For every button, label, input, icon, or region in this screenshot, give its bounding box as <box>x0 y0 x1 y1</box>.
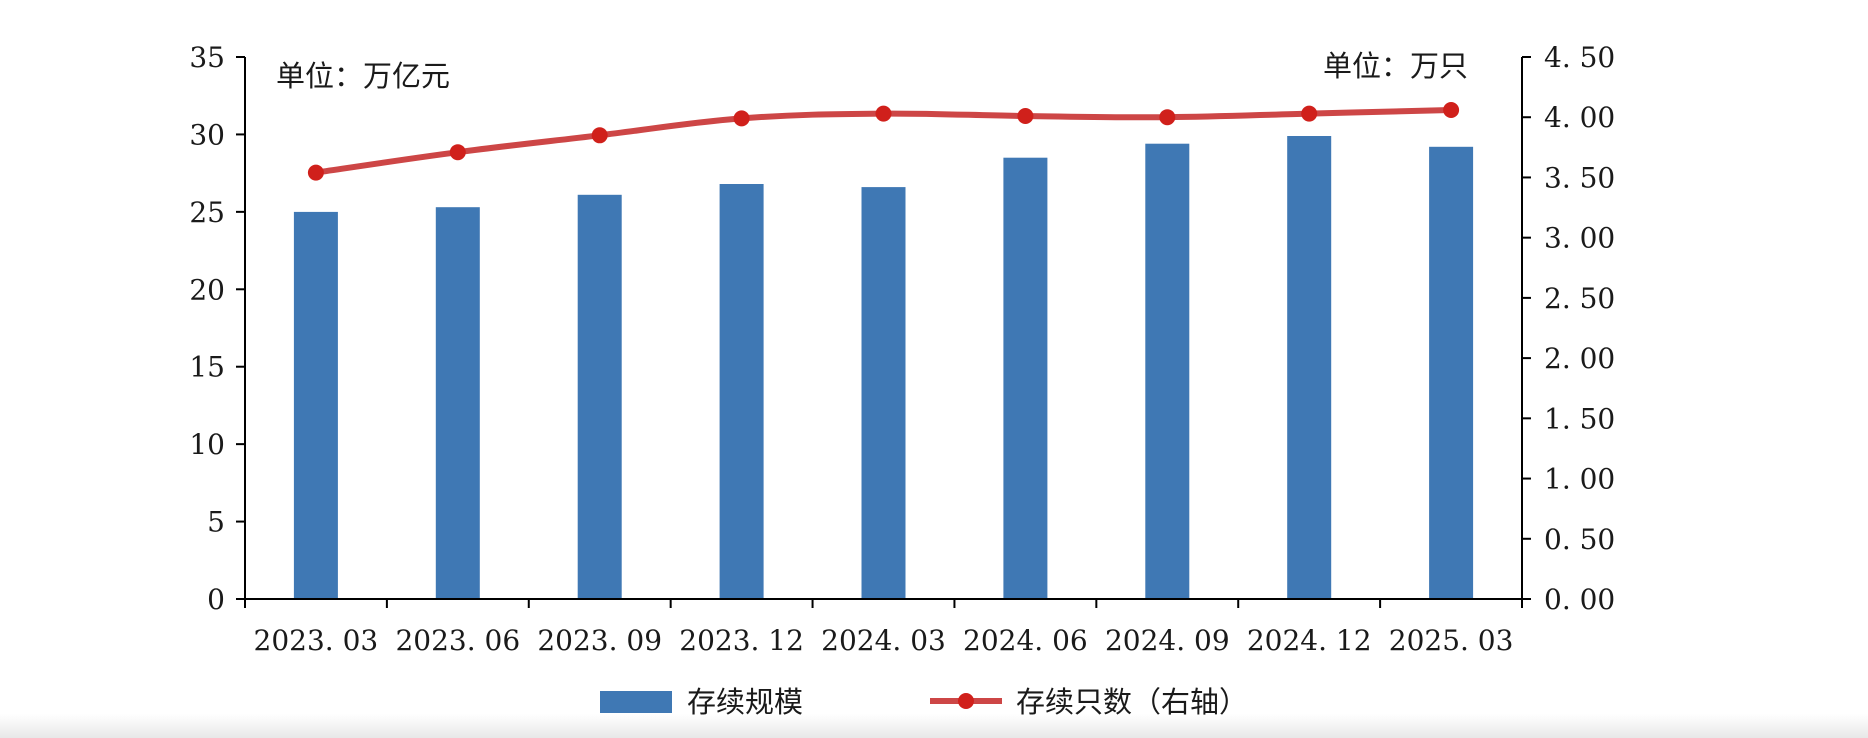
right-tick-label: 0. 00 <box>1544 583 1615 616</box>
left-tick-label: 15 <box>189 351 225 384</box>
right-tick-label: 1. 00 <box>1544 463 1615 496</box>
line-point-2024.12 <box>1301 105 1318 122</box>
legend: 存续规模 存续只数（右轴） <box>600 685 1248 719</box>
line-point-2023.12 <box>733 110 750 127</box>
left-tick-label: 10 <box>189 428 225 461</box>
left-tick-label: 0 <box>207 583 225 616</box>
x-tick-label: 2023. 03 <box>254 624 379 657</box>
line-point-2023.06 <box>449 144 466 161</box>
line-point-2023.09 <box>591 127 608 144</box>
bar-2023.09 <box>577 194 622 600</box>
right-tick-label: 4. 50 <box>1544 41 1615 74</box>
bar-2025.03 <box>1429 146 1474 600</box>
x-tick-label: 2024. 03 <box>821 624 946 657</box>
x-tick-label: 2024. 12 <box>1247 624 1372 657</box>
bars-layer <box>293 136 1474 600</box>
labels-layer: 0 5 10 15 20 25 30 35 0. 00 0. 50 1. 00 1. 50 2. 00 2… <box>189 41 1615 657</box>
right-tick-label: 3. 00 <box>1544 222 1615 255</box>
x-tick-label: 2025. 03 <box>1389 624 1514 657</box>
left-tick-label: 20 <box>189 273 225 306</box>
x-tick-label: 2023. 12 <box>679 624 804 657</box>
bar-2024.06 <box>1003 157 1048 599</box>
right-tick-label: 0. 50 <box>1544 523 1615 556</box>
line-point-2024.09 <box>1159 109 1176 126</box>
left-tick-label: 35 <box>189 41 225 74</box>
right-tick-label: 3. 50 <box>1544 161 1615 194</box>
right-tick-label: 1. 50 <box>1544 402 1615 435</box>
axes-layer <box>236 56 1531 608</box>
right-tick-label: 2. 50 <box>1544 282 1615 315</box>
x-tick-label: 2023. 09 <box>537 624 662 657</box>
line-point-2024.06 <box>1017 108 1034 124</box>
x-tick-label: 2023. 06 <box>395 624 520 657</box>
line-point-2023.03 <box>307 164 324 181</box>
legend-label-line: 存续只数（右轴） <box>1016 685 1248 719</box>
right-tick-label: 4. 00 <box>1544 101 1615 134</box>
bar-2024.09 <box>1145 143 1190 599</box>
line-layer <box>307 102 1460 181</box>
x-tick-label: 2024. 09 <box>1105 624 1230 657</box>
legend-swatch-marker <box>958 693 974 709</box>
left-axis-unit: 单位：万亿元 <box>276 59 450 93</box>
left-tick-label: 25 <box>189 196 225 229</box>
bottom-fade <box>0 714 1868 738</box>
right-tick-label: 2. 00 <box>1544 342 1615 375</box>
bar-2024.03 <box>861 187 906 599</box>
bar-2023.03 <box>293 211 338 599</box>
legend-label-bar: 存续规模 <box>687 685 803 719</box>
bar-2023.06 <box>435 207 480 599</box>
bar-2023.12 <box>719 184 764 599</box>
line-point-2024.03 <box>875 105 892 122</box>
right-axis-unit: 单位：万只 <box>1323 49 1468 83</box>
line-point-2025.03 <box>1443 102 1460 118</box>
x-tick-label: 2024. 06 <box>963 624 1088 657</box>
left-tick-label: 30 <box>189 118 225 151</box>
bar-2024.12 <box>1287 136 1332 599</box>
left-tick-label: 5 <box>207 506 225 539</box>
legend-swatch-bar <box>600 691 672 713</box>
